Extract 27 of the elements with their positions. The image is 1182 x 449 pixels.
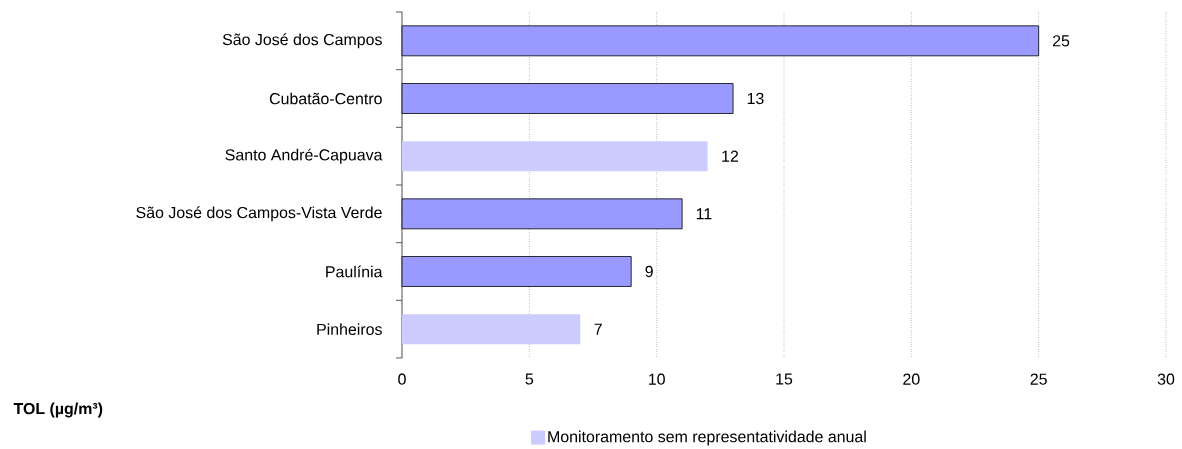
x-tick-label: 5: [525, 373, 534, 385]
y-tick-label: Cubatão-Centro: [269, 92, 382, 105]
data-label: 13: [747, 93, 764, 105]
data-label: 7: [594, 323, 602, 335]
x-tick-label: 30: [1157, 373, 1175, 386]
y-tick-label: Santo André-Capuava: [225, 148, 383, 164]
data-label: 9: [645, 266, 653, 278]
y-tick-label: Paulínia: [326, 265, 383, 278]
bar: [401, 25, 1040, 57]
y-tick-label: São José dos Campos-Vista Verde: [136, 206, 382, 222]
bar: [402, 314, 581, 345]
bar: [401, 198, 683, 230]
data-label: 12: [722, 150, 739, 162]
x-tick-label: 15: [776, 373, 793, 385]
y-tick-label: São José dos Campos: [222, 33, 382, 49]
data-label: 11: [696, 208, 712, 220]
y-tick-label: Pinheiros: [317, 323, 382, 336]
data-label: 25: [1052, 35, 1070, 47]
x-tick-label: 25: [1030, 373, 1047, 386]
bar: [401, 256, 632, 288]
x-tick-label: 20: [903, 373, 920, 386]
x-axis-title: TOL (µg/m³): [13, 402, 103, 418]
bar: [401, 83, 734, 115]
x-tick-label: 0: [398, 373, 406, 386]
legend-label: Monitoramento sem representatividade anual: [548, 430, 866, 446]
x-tick-label: 10: [649, 373, 665, 386]
bar: [402, 141, 708, 172]
